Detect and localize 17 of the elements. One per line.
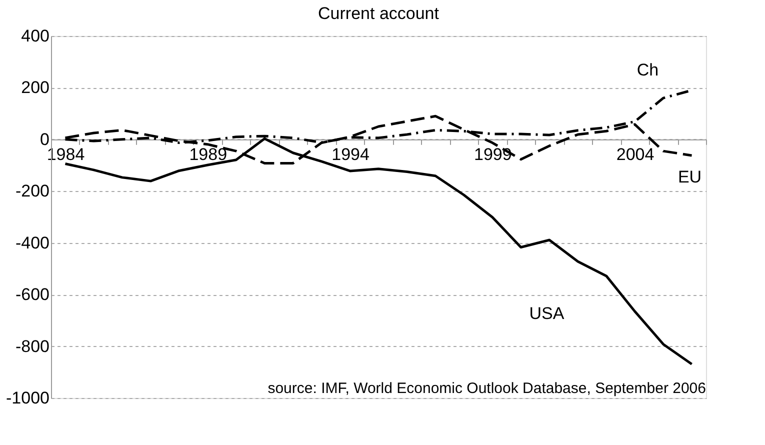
y-tick-label: -1000 bbox=[6, 388, 50, 408]
chart-title: Current account bbox=[318, 4, 440, 23]
y-tick-label: -800 bbox=[15, 336, 50, 356]
y-tick-label: -400 bbox=[15, 233, 50, 252]
series-label: Ch bbox=[636, 60, 659, 80]
text: USA bbox=[529, 304, 565, 324]
y-tick-label: -200 bbox=[15, 182, 50, 201]
x-tick-label: 1989 bbox=[189, 144, 228, 164]
series-label: EU bbox=[678, 167, 702, 186]
x-tick-label: 1999 bbox=[474, 144, 512, 164]
x-tick-label: 1994 bbox=[332, 144, 370, 164]
y-tick-label: 200 bbox=[21, 78, 50, 98]
x-tick-label: 2004 bbox=[616, 144, 654, 164]
y-tick-label: 0 bbox=[40, 130, 50, 149]
y-tick-label: 400 bbox=[21, 26, 50, 46]
y-tick-label: -600 bbox=[15, 285, 50, 304]
annotation: source: IMF, World Economic Outlook Database, September 2006 bbox=[268, 380, 706, 397]
